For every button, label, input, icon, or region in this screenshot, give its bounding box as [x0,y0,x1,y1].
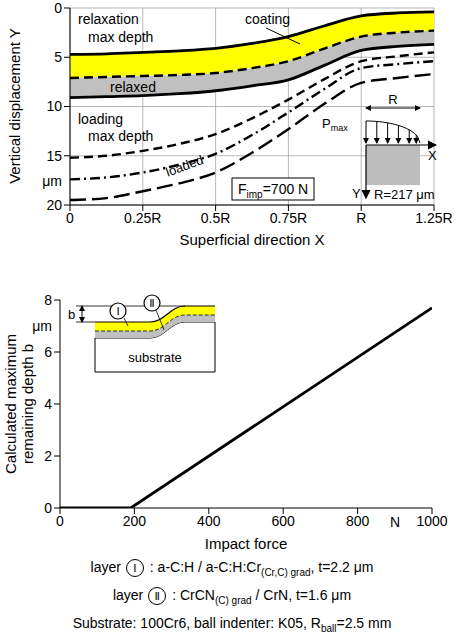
svg-text:X: X [428,148,437,163]
svg-text:Fimp=700 N: Fimp=700 N [238,181,308,200]
svg-text:400: 400 [197,513,221,529]
svg-text:0.25R: 0.25R [124,210,161,226]
svg-text:Y: Y [352,186,361,201]
svg-text:μm: μm [32,318,52,334]
svg-text:substrate: substrate [128,350,181,365]
html-text:Ⅰ: Ⅰ [133,562,137,575]
svg-text:0.75R: 0.75R [270,210,307,226]
svg-text:1000: 1000 [416,513,447,529]
svg-text:10: 10 [46,98,62,114]
svg-text:max depth: max depth [88,29,153,45]
svg-text:600: 600 [272,513,296,529]
svg-text:loaded: loaded [164,152,206,179]
svg-text:Calculated maximum: Calculated maximum [8,334,19,474]
svg-text:μm: μm [42,173,62,189]
svg-text:Superficial direction X: Superficial direction X [179,231,324,248]
html-text:layer: layer [90,559,121,575]
svg-text:20: 20 [46,197,62,213]
svg-text:0: 0 [56,513,64,529]
svg-text:800: 800 [346,513,370,529]
svg-text:5: 5 [54,49,62,65]
html-text:layer: layer [112,586,144,603]
svg-text:0: 0 [66,210,74,226]
svg-text:200: 200 [123,513,147,529]
svg-text:8: 8 [44,292,52,308]
svg-text:coating: coating [245,11,290,27]
html-text:: CrCN(C) grad/ CrN, t=1.6 μm: : CrCN(C) grad/ CrN, t=1.6 μm [168,586,352,606]
svg-text:max depth: max depth [88,128,153,144]
svg-text:Pmax: Pmax [322,116,348,133]
html-text:Ⅱ: Ⅱ [154,590,160,603]
svg-text:Ⅰ: Ⅰ [116,305,119,317]
svg-text:6: 6 [44,344,52,360]
svg-text:0: 0 [44,500,52,516]
svg-text:15: 15 [46,148,62,164]
svg-text:Impact force: Impact force [205,535,288,552]
svg-text:0: 0 [54,0,62,16]
svg-text:Vertical displacement Y: Vertical displacement Y [8,28,23,184]
svg-text:0.5R: 0.5R [201,210,231,226]
svg-text:loading: loading [78,111,123,127]
html-text:Substrate: 100Cr6, ball indent: Substrate: 100Cr6, ball indenter: K05, R… [72,614,392,634]
svg-text:R: R [356,210,366,226]
svg-text:R=217 μm: R=217 μm [374,187,435,202]
svg-text:relaxation: relaxation [78,11,139,27]
svg-text:b: b [68,307,75,322]
svg-text:remaining depth b: remaining depth b [19,344,36,464]
svg-text:1.25R: 1.25R [415,210,452,226]
svg-text:relaxed: relaxed [110,79,156,95]
svg-text:2: 2 [44,448,52,464]
svg-text:4: 4 [44,396,52,412]
svg-text:R: R [388,92,397,107]
svg-text:Ⅱ: Ⅱ [149,297,154,309]
html-text:: a-C:H / a-C:H:Cr(Cr,C) grad,: : a-C:H / a-C:H:Cr(Cr,C) grad, t=2.2 μm [145,559,374,578]
svg-text:N: N [390,514,400,530]
